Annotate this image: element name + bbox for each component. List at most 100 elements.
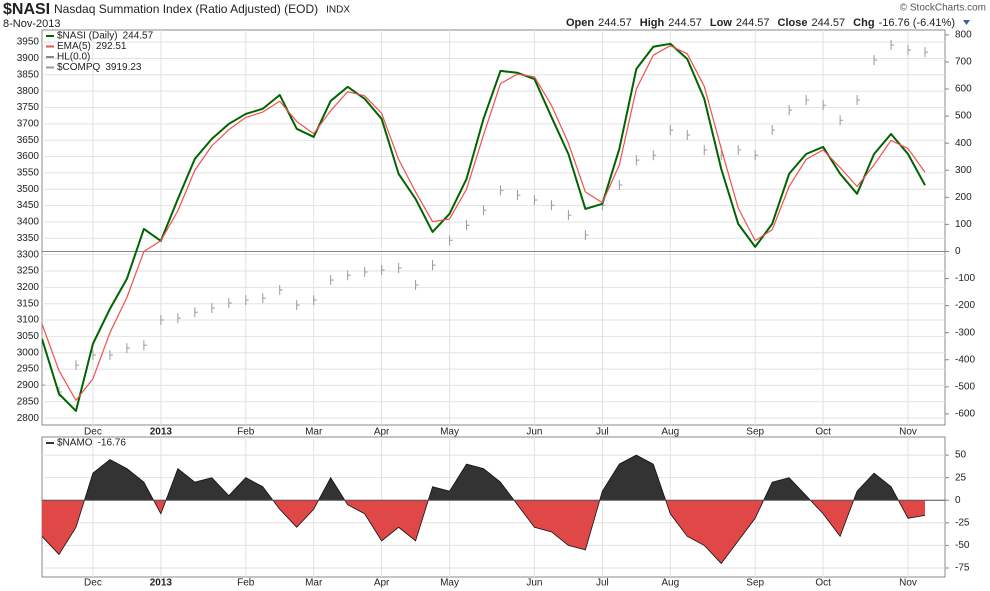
price-bar	[516, 190, 521, 201]
legend-value: 244.57	[123, 31, 154, 42]
y-tick-label: 2900	[17, 380, 40, 391]
price-bar	[669, 125, 674, 136]
y2-tick-label: 200	[955, 192, 972, 203]
price-bar	[364, 266, 368, 277]
price-bar	[177, 313, 181, 324]
plot-area	[41, 29, 946, 426]
series-line	[42, 42, 926, 412]
y-tick-label: -25	[955, 517, 970, 528]
price-bar	[381, 265, 385, 276]
price-bar	[92, 350, 96, 361]
y-tick-label: 3100	[17, 315, 40, 326]
price-bar	[262, 293, 266, 304]
quote-value: 244.57	[812, 17, 846, 29]
x-tick-label: Aug	[661, 578, 679, 589]
price-bar	[771, 125, 776, 136]
y-tick-label: 2800	[17, 413, 40, 424]
y2-tick-label: 100	[955, 219, 972, 230]
legend-label: EMA(5)	[57, 41, 91, 52]
price-bar	[788, 105, 793, 116]
x-tick-label: Jul	[596, 578, 609, 589]
price-bar	[499, 185, 504, 196]
price-bar	[635, 155, 640, 166]
price-bar	[109, 350, 113, 361]
x-tick-label: Mar	[305, 427, 323, 438]
x-tick-label: Sep	[746, 578, 764, 589]
area-negative	[42, 500, 925, 564]
quote-label: Open	[566, 17, 594, 29]
y2-tick-label: 600	[955, 84, 972, 95]
price-bar	[296, 299, 300, 310]
index-name: Nasdaq Summation Index (Ratio Adjusted) …	[54, 2, 318, 16]
area-positive	[84, 455, 899, 501]
y-tick-label: 3650	[17, 135, 40, 146]
x-tick-label: Jun	[526, 427, 542, 438]
y2-tick-label: -400	[955, 354, 975, 365]
legend-label: $NASI (Daily)	[57, 31, 118, 42]
price-bar	[449, 235, 453, 246]
price-bar	[686, 129, 691, 140]
y2-tick-label: 700	[955, 57, 972, 68]
price-bar	[856, 94, 861, 105]
y-tick-label: 25	[955, 472, 967, 483]
legend-value: 292.51	[96, 41, 127, 52]
price-bar	[398, 263, 402, 274]
price-bar	[483, 205, 487, 216]
y-tick-label: 3050	[17, 331, 40, 342]
quote-label: High	[640, 17, 665, 29]
y-tick-label: 3150	[17, 298, 40, 309]
x-tick-label: Feb	[237, 427, 255, 438]
y-tick-label: 3300	[17, 249, 40, 260]
price-bar	[313, 295, 317, 306]
dropdown-arrow	[963, 20, 970, 25]
quote-value: 244.57	[598, 17, 632, 29]
y2-tick-label: -500	[955, 381, 975, 392]
date: 8-Nov-2013	[3, 18, 60, 30]
price-bar	[550, 200, 555, 211]
price-bar	[330, 275, 334, 286]
area-outline	[42, 454, 926, 565]
x-tick-label: Mar	[305, 578, 323, 589]
price-bar	[533, 195, 538, 206]
x-tick-label: May	[440, 578, 459, 589]
price-bar	[160, 315, 164, 326]
price-bar	[228, 298, 232, 309]
y-tick-label: 3750	[17, 102, 40, 113]
x-tick-label: Apr	[374, 578, 390, 589]
price-bar	[279, 284, 283, 295]
x-tick-label: Feb	[237, 578, 255, 589]
y-tick-label: 0	[955, 495, 961, 506]
quote-label: Low	[710, 17, 732, 29]
y-tick-label: 3550	[17, 168, 40, 179]
price-bar	[126, 343, 130, 354]
price-bar	[703, 145, 708, 156]
y-tick-label: -50	[955, 540, 970, 551]
x-tick-label: Apr	[374, 427, 390, 438]
price-bar	[143, 340, 147, 351]
price-bar	[737, 145, 742, 156]
plot-content	[42, 437, 945, 577]
price-bar	[42, 380, 45, 391]
y2-tick-label: -200	[955, 300, 975, 311]
y-tick-label: 3600	[17, 151, 40, 162]
x-tick-label: Jun	[526, 578, 542, 589]
price-bar	[347, 270, 351, 281]
y-tick-label: 3000	[17, 347, 40, 358]
price-bar	[75, 360, 79, 371]
plot-content	[42, 30, 945, 425]
y2-tick-label: -100	[955, 273, 975, 284]
symbol: $NASI	[3, 1, 50, 18]
legend-label: $COMPQ	[57, 62, 101, 73]
x-tick-label: Sep	[746, 427, 764, 438]
price-bar	[194, 307, 198, 318]
y-tick-label: 3250	[17, 266, 40, 277]
quote-value: -16.76 (-6.41%)	[879, 17, 955, 29]
price-bar	[805, 94, 810, 105]
x-tick-label: May	[440, 427, 459, 438]
price-bar	[432, 260, 436, 271]
y2-tick-label: 800	[955, 30, 972, 41]
legend-value: 3919.23	[105, 62, 142, 73]
y-tick-label: 3950	[17, 37, 40, 48]
y-tick-label: 2850	[17, 396, 40, 407]
